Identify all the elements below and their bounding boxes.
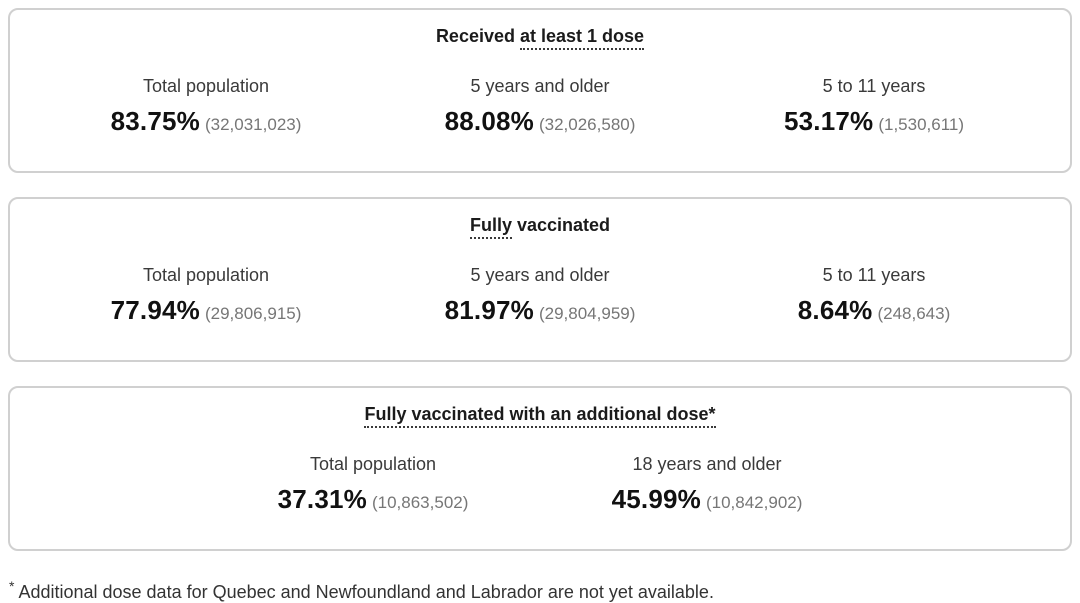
stat-total-population: Total population 77.94% (29,806,915) [39, 265, 373, 332]
stat-percent: 77.94% [110, 295, 200, 325]
stat-value: 88.08% (32,026,580) [373, 104, 707, 143]
stat-count: (248,643) [877, 304, 951, 323]
stat-percent: 81.97% [444, 295, 534, 325]
stat-value: 77.94% (29,806,915) [39, 293, 373, 332]
stat-label: 18 years and older [632, 454, 782, 474]
stat-label: 5 years and older [470, 76, 610, 96]
card-title: Received at least 1 dose [10, 24, 1070, 50]
stat-value: 81.97% (29,804,959) [373, 293, 707, 332]
card-received-at-least-1-dose: Received at least 1 dose Total populatio… [8, 8, 1072, 173]
stat-count: (32,026,580) [538, 115, 636, 134]
stat-count: (32,031,023) [204, 115, 302, 134]
stat-label: Total population [142, 76, 270, 96]
stat-percent: 53.17% [783, 106, 874, 136]
footnote-text: Additional dose data for Quebec and Newf… [18, 582, 714, 602]
stats-row: Total population 37.31% (10,863,502) 18 y… [10, 454, 1070, 521]
tooltip-term-at-least-1-dose[interactable]: at least 1 dose [520, 26, 645, 50]
stat-label: 5 to 11 years [822, 76, 926, 96]
tooltip-term-fully[interactable]: Fully [469, 215, 512, 239]
stat-count: (29,806,915) [204, 304, 302, 323]
stats-row: Total population 83.75% (32,031,023) 5 ye… [10, 76, 1070, 143]
stat-5-to-11-years: 5 to 11 years 53.17% (1,530,611) [707, 76, 1041, 143]
stat-count: (10,863,502) [371, 493, 469, 512]
stat-total-population: Total population 37.31% (10,863,502) [206, 454, 540, 521]
stat-count: (1,530,611) [878, 115, 965, 134]
stat-label: Total population [142, 265, 270, 285]
stat-value: 8.64% (248,643) [707, 293, 1041, 332]
stat-count: (29,804,959) [538, 304, 636, 323]
stat-label: 5 years and older [470, 265, 610, 285]
stat-value: 83.75% (32,031,023) [39, 104, 373, 143]
stats-row: Total population 77.94% (29,806,915) 5 ye… [10, 265, 1070, 332]
stat-value: 45.99% (10,842,902) [540, 482, 874, 521]
stat-percent: 8.64% [797, 295, 873, 325]
card-title: Fully vaccinated with an additional dose… [10, 402, 1070, 428]
card-title-suffix: vaccinated [511, 215, 611, 235]
stat-percent: 83.75% [110, 106, 200, 136]
stat-5-years-and-older: 5 years and older 88.08% (32,026,580) [373, 76, 707, 143]
card-additional-dose: Fully vaccinated with an additional dose… [8, 386, 1072, 551]
stat-label: 5 to 11 years [822, 265, 926, 285]
stat-5-to-11-years: 5 to 11 years 8.64% (248,643) [707, 265, 1041, 332]
footnote: * Additional dose data for Quebec and New… [9, 575, 1072, 603]
stat-percent: 45.99% [611, 484, 701, 514]
stat-percent: 37.31% [277, 484, 367, 514]
stat-percent: 88.08% [444, 106, 534, 136]
stat-total-population: Total population 83.75% (32,031,023) [39, 76, 373, 143]
stat-18-years-and-older: 18 years and older 45.99% (10,842,902) [540, 454, 874, 521]
stat-5-years-and-older: 5 years and older 81.97% (29,804,959) [373, 265, 707, 332]
tooltip-term-additional-dose[interactable]: Fully vaccinated with an additional dose… [364, 404, 716, 428]
stat-value: 37.31% (10,863,502) [206, 482, 540, 521]
card-title: Fully vaccinated [10, 213, 1070, 239]
stat-label: Total population [309, 454, 437, 474]
card-fully-vaccinated: Fully vaccinated Total population 77.94%… [8, 197, 1072, 362]
footnote-asterisk: * [9, 578, 15, 594]
stat-value: 53.17% (1,530,611) [707, 104, 1041, 143]
card-title-prefix: Received [435, 26, 520, 46]
stat-count: (10,842,902) [705, 493, 803, 512]
